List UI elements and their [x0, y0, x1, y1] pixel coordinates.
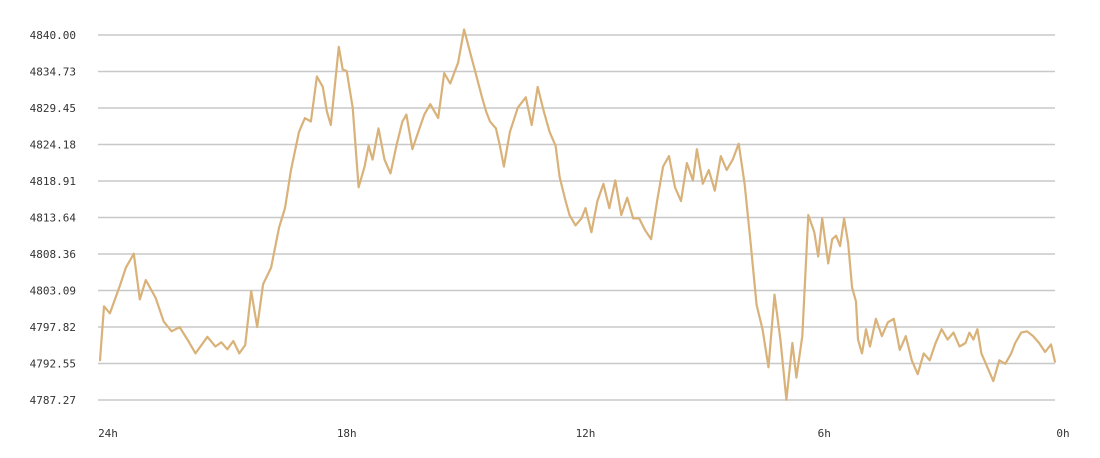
- x-tick-label: 12h: [576, 427, 596, 440]
- y-tick-label: 4808.36: [30, 248, 76, 261]
- y-tick-label: 4829.45: [30, 102, 76, 115]
- y-tick-label: 4813.64: [30, 211, 77, 224]
- x-tick-label: 24h: [98, 427, 118, 440]
- price-series-line: [98, 28, 1057, 401]
- y-tick-label: 4818.91: [30, 175, 76, 188]
- y-tick-label: 4824.18: [30, 139, 76, 152]
- y-tick-label: 4803.09: [30, 284, 76, 297]
- x-tick-label: 0h: [1056, 427, 1069, 440]
- y-tick-label: 4797.82: [30, 321, 76, 334]
- y-tick-label: 4787.27: [30, 394, 76, 407]
- y-tick-label: 4840.00: [30, 29, 76, 42]
- y-tick-label: 4834.73: [30, 65, 76, 78]
- x-axis-tick-labels: 24h 18h 12h 6h 0h: [98, 427, 1070, 440]
- y-tick-label: 4792.55: [30, 357, 76, 370]
- x-tick-label: 6h: [818, 427, 831, 440]
- gridlines: [98, 34, 1055, 401]
- series-layer: [98, 28, 1057, 401]
- y-axis-tick-labels: 4840.00 4834.73 4829.45 4824.18 4818.91 4813.…: [30, 29, 77, 407]
- x-tick-label: 18h: [337, 427, 357, 440]
